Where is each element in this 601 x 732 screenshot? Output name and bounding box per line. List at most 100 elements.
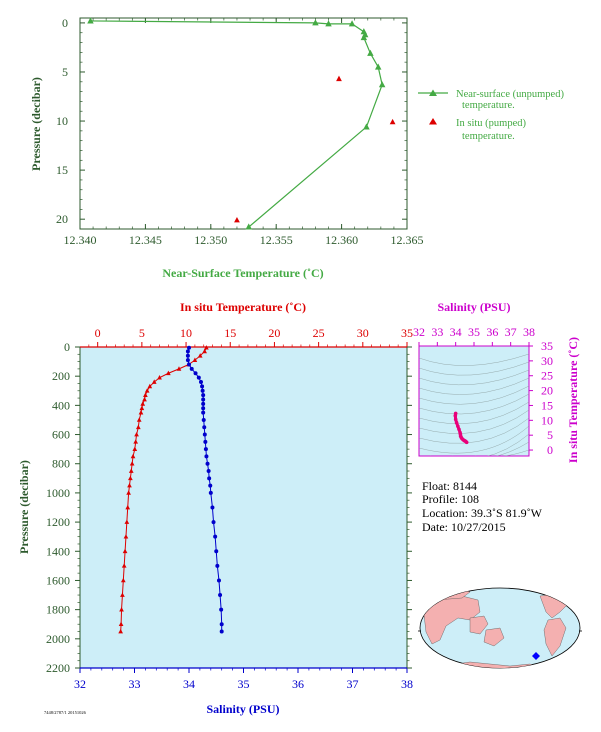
near-surface-y-ticks: 0 5 10 15 20 [56, 16, 407, 230]
profile-sal-tick-label: 32 [74, 677, 86, 691]
salinity-profile-point [210, 505, 215, 510]
salinity-profile-point [219, 607, 224, 612]
salinity-profile-point [185, 349, 190, 354]
temperature-profile-point [143, 392, 148, 397]
profile-salinity-axis-label: Salinity (PSU) [206, 702, 279, 716]
salinity-profile-point [185, 358, 190, 363]
ts-point [456, 424, 460, 429]
profile-sal-tick-label: 37 [347, 677, 359, 691]
ts-temperature-axis-label: In situ Temperature (˚C) [566, 337, 580, 463]
ts-temp-tick-label: 0 [547, 443, 553, 457]
profile-series [118, 345, 224, 634]
profile-temp-tick-label: 5 [139, 326, 145, 340]
in-situ-point [234, 216, 240, 223]
float-position-marker [532, 652, 540, 660]
ts-temp-tick-label: 15 [541, 398, 553, 412]
near-surface-point [245, 223, 252, 230]
profile-sal-tick-label: 33 [129, 677, 141, 691]
ts-sal-tick-label: 32 [413, 325, 425, 339]
salinity-profile-point [203, 447, 208, 452]
profile-pressure-tick-label: 0 [64, 340, 70, 354]
in-situ-point [336, 75, 342, 82]
ns-x-tick-label: 12.365 [391, 233, 424, 247]
in-situ-point [389, 118, 396, 125]
salinity-profile-point [203, 439, 208, 444]
salinity-profile-point [201, 397, 206, 402]
near-surface-point [363, 123, 370, 130]
salinity-profile-point [219, 622, 224, 627]
profile-temp-tick-label: 30 [357, 326, 369, 340]
legend-label-in-situ-2: temperature. [462, 131, 515, 142]
salinity-profile-point [213, 534, 218, 539]
ns-x-tick-label: 12.340 [64, 233, 97, 247]
ts-point [457, 427, 461, 432]
salinity-profile-point [215, 563, 220, 568]
temperature-profile-point [122, 548, 128, 554]
ts-sal-tick-label: 37 [505, 325, 517, 339]
temperature-profile-point [128, 468, 134, 473]
temperature-profile-point [124, 519, 130, 524]
ts-temp-tick-label: 20 [541, 384, 553, 398]
profile-pressure-tick-label: 1400 [46, 544, 70, 558]
temperature-profile-point [133, 439, 139, 444]
profile-pressure-tick-label: 1000 [46, 486, 70, 500]
temperature-profile-point [127, 483, 132, 488]
ns-y-tick-label: 10 [56, 114, 68, 128]
ns-x-tick-label: 12.345 [129, 233, 162, 247]
ts-temp-tick-label: 35 [541, 339, 553, 353]
legend-label-near-surface-2: temperature. [462, 100, 515, 111]
ns-x-tick-label: 12.355 [260, 233, 293, 247]
temperature-profile-point [128, 475, 133, 481]
ts-temp-tick-label: 30 [541, 354, 553, 368]
temperature-profile-point [151, 379, 157, 384]
salinity-profile-point [202, 425, 207, 430]
ts-point [453, 413, 458, 418]
profile-number-text: Profile: 108 [422, 492, 479, 506]
salinity-profile-point [187, 345, 191, 350]
salinity-profile-point [196, 375, 201, 380]
temperature-profile-point [176, 366, 182, 371]
temperature-profile-point [144, 388, 150, 393]
ts-point [464, 440, 469, 445]
ns-y-tick-label: 5 [62, 65, 68, 79]
ts-density-contours [419, 353, 529, 456]
near-surface-y-axis-label: Pressure (decibar) [29, 77, 43, 171]
temperature-profile-point [125, 504, 131, 510]
ns-y-tick-label: 20 [56, 212, 68, 226]
ts-temp-tick-label: 25 [541, 369, 553, 383]
profile-pressure-axis-label: Pressure (decibar) [17, 460, 31, 554]
salinity-profile-point [219, 629, 224, 634]
near-surface-point [367, 49, 374, 56]
near-surface-point [348, 20, 356, 27]
salinity-profile-point [208, 483, 213, 488]
temperature-profile-point [132, 446, 138, 451]
temperature-profile-point [118, 621, 124, 627]
ts-sal-tick-label: 38 [523, 325, 535, 339]
near-surface-legend: Near-surface (unpumped) temperature. In … [418, 89, 564, 142]
near-surface-x-ticks: 12.340 12.345 12.350 12.355 12.360 12.365 [64, 18, 424, 247]
profile-temp-tick-label: 25 [313, 326, 325, 340]
salinity-profile-point [201, 393, 206, 398]
temperature-profile-point [142, 396, 147, 402]
temperature-profile-point [139, 405, 145, 411]
profile-sal-tick-label: 38 [401, 677, 413, 691]
ts-salinity-ticks: 32 33 34 35 36 37 38 [413, 325, 535, 346]
salinity-profile-point [193, 371, 198, 376]
near-surface-point [374, 63, 382, 70]
temperature-profile-point [119, 607, 124, 612]
temperature-profile-point [118, 628, 123, 634]
profile-temp-tick-label: 0 [95, 326, 101, 340]
profile-sal-tick-label: 36 [292, 677, 304, 691]
temperature-profile-point [130, 453, 136, 459]
ts-sal-tick-label: 34 [450, 325, 462, 339]
profile-pressure-tick-label: 400 [52, 398, 70, 412]
near-surface-point [87, 17, 94, 24]
float-id-text: Float: 8144 [422, 479, 477, 493]
temperature-profile-point [138, 410, 144, 415]
date-text: Date: 10/27/2015 [422, 520, 506, 534]
temperature-profile-point [120, 592, 125, 597]
near-surface-point [360, 34, 368, 41]
profile-salinity-ticks: 32 33 34 35 36 37 38 [74, 668, 413, 691]
